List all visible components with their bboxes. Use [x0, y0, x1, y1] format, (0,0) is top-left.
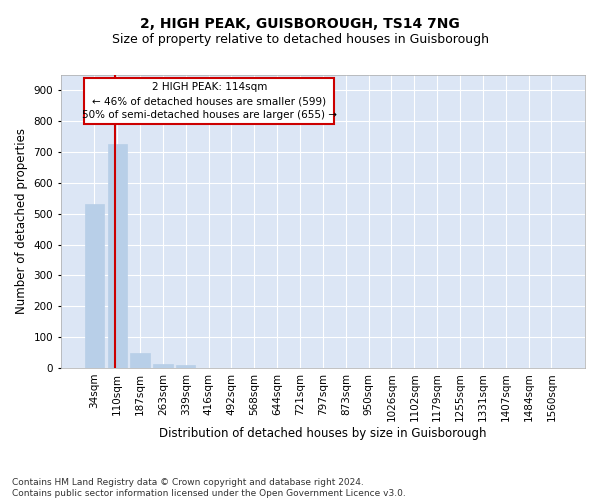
- Bar: [153, 364, 173, 368]
- Bar: [85, 204, 104, 368]
- Text: 2, HIGH PEAK, GUISBOROUGH, TS14 7NG: 2, HIGH PEAK, GUISBOROUGH, TS14 7NG: [140, 18, 460, 32]
- Text: 2 HIGH PEAK: 114sqm
← 46% of detached houses are smaller (599)
50% of semi-detac: 2 HIGH PEAK: 114sqm ← 46% of detached ho…: [82, 82, 337, 120]
- X-axis label: Distribution of detached houses by size in Guisborough: Distribution of detached houses by size …: [159, 427, 487, 440]
- Text: Contains HM Land Registry data © Crown copyright and database right 2024.
Contai: Contains HM Land Registry data © Crown c…: [12, 478, 406, 498]
- Bar: [176, 365, 196, 368]
- FancyBboxPatch shape: [84, 78, 334, 124]
- Bar: [130, 353, 150, 368]
- Text: Size of property relative to detached houses in Guisborough: Size of property relative to detached ho…: [112, 32, 488, 46]
- Bar: [107, 144, 127, 368]
- Y-axis label: Number of detached properties: Number of detached properties: [15, 128, 28, 314]
